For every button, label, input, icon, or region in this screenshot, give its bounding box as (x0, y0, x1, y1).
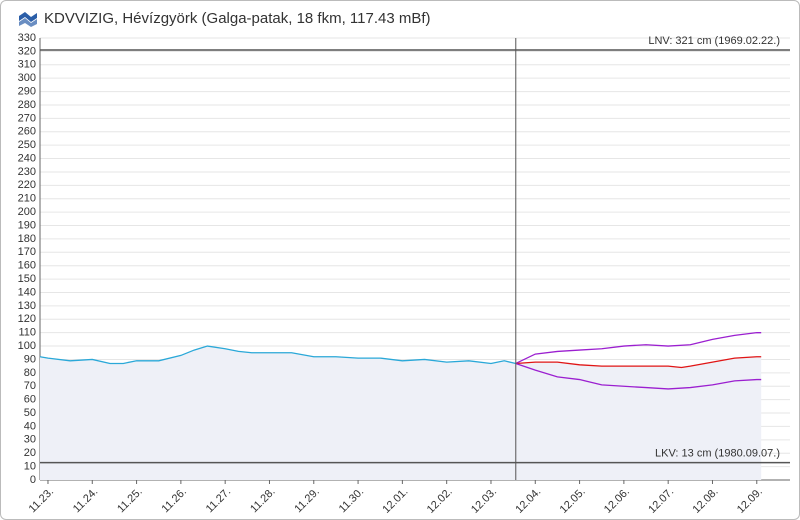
x-tick-label: 12.05. (558, 486, 588, 516)
y-tick-label: 260 (18, 126, 36, 138)
x-tick-label: 12.09. (735, 486, 765, 516)
x-tick-label: 12.02. (425, 486, 455, 516)
x-tick-label: 11.28. (248, 486, 278, 516)
series-line (515, 362, 762, 390)
y-tick-label: 100 (18, 340, 36, 352)
y-tick-label: 120 (18, 313, 36, 325)
y-tick-label: 10 (24, 461, 36, 473)
reference-label: LKV: 13 cm (1980.09.07.) (655, 447, 780, 459)
area-fill (515, 356, 762, 480)
y-tick-label: 310 (18, 59, 36, 71)
y-tick-label: 270 (18, 112, 36, 124)
y-tick-label: 290 (18, 85, 36, 97)
x-tick-label: 11.24. (71, 486, 101, 516)
y-tick-label: 230 (18, 166, 36, 178)
y-tick-label: 140 (18, 286, 36, 298)
x-tick-label: 12.07. (646, 486, 676, 516)
y-tick-label: 200 (18, 206, 36, 218)
y-tick-label: 30 (24, 434, 36, 446)
chart-title: KDVVIZIG, Hévízgyörk (Galga-patak, 18 fk… (44, 10, 431, 27)
y-tick-label: 110 (18, 327, 36, 339)
x-tick-label: 11.27. (204, 486, 234, 516)
series-line (515, 356, 762, 369)
logo (19, 12, 37, 27)
y-tick-label: 40 (24, 420, 36, 432)
y-tick-label: 210 (18, 193, 36, 205)
y-tick-label: 130 (18, 300, 36, 312)
y-tick-label: 80 (24, 367, 36, 379)
y-tick-label: 50 (24, 407, 36, 419)
y-tick-label: 320 (18, 45, 36, 57)
x-tick-label: 11.29. (292, 486, 322, 516)
area-fill (40, 346, 516, 480)
y-tick-label: 20 (24, 447, 36, 459)
y-tick-label: 170 (18, 246, 36, 258)
x-tick-label: 12.06. (602, 486, 632, 516)
y-tick-label: 240 (18, 152, 36, 164)
x-tick-label: 11.26. (160, 486, 190, 516)
x-tick-label: 11.23. (27, 486, 57, 516)
y-tick-label: 300 (18, 72, 36, 84)
y-tick-label: 70 (24, 380, 36, 392)
x-tick-label: 12.01. (380, 486, 410, 516)
x-tick-label: 12.04. (513, 486, 543, 516)
y-tick-label: 90 (24, 353, 36, 365)
y-tick-label: 180 (18, 233, 36, 245)
x-tick-label: 12.03. (469, 486, 499, 516)
y-tick-label: 280 (18, 99, 36, 111)
y-tick-label: 250 (18, 139, 36, 151)
y-tick-label: 160 (18, 260, 36, 272)
y-tick-label: 190 (18, 219, 36, 231)
y-tick-label: 150 (18, 273, 36, 285)
reference-label: LNV: 321 cm (1969.02.22.) (648, 35, 780, 47)
y-tick-label: 220 (18, 179, 36, 191)
y-tick-label: 60 (24, 394, 36, 406)
x-tick-label: 11.30. (337, 486, 367, 516)
series-line (515, 332, 762, 365)
x-tick-label: 12.08. (691, 486, 721, 516)
series-line (39, 345, 516, 365)
y-tick-label: 330 (18, 32, 36, 44)
y-tick-label: 0 (30, 474, 36, 486)
x-tick-label: 11.25. (115, 486, 145, 516)
